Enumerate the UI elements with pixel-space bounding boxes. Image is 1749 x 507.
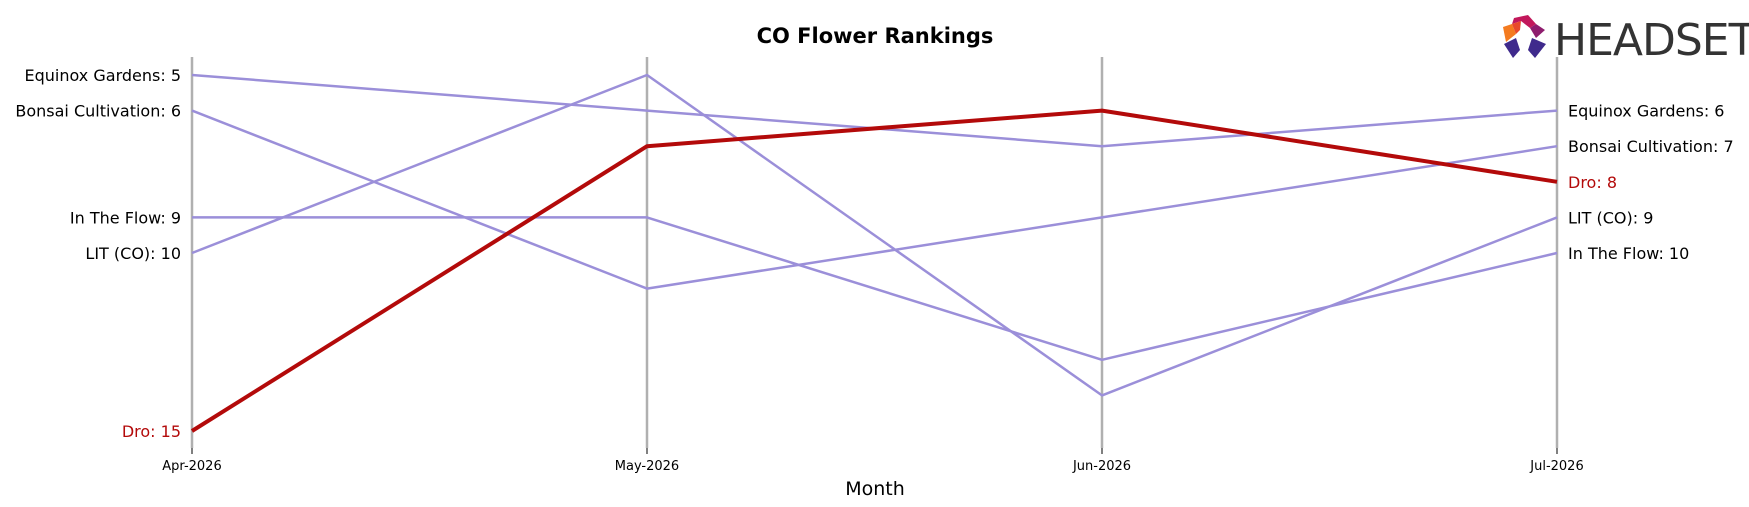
series-line (191, 73, 1558, 397)
series-lines (190, 73, 1558, 433)
chart-title: CO Flower Rankings (757, 24, 994, 48)
headset-logo: HEADSET (1503, 15, 1749, 66)
series-end-label: Equinox Gardens: 6 (1568, 102, 1724, 121)
series-labels: Equinox Gardens: 5 Equinox Gardens: 6 Bons… (15, 66, 1733, 441)
series-start-label: LIT (CO): 10 (85, 244, 181, 263)
x-axis-label: Month (845, 478, 905, 500)
x-tick-label: Apr-2026 (162, 459, 221, 474)
series-start-label: In The Flow: 9 (70, 208, 181, 227)
x-tick-labels: Apr-2026 May-2026 Jun-2026 Jul-2026 (162, 459, 1583, 474)
x-tick-label: Jun-2026 (1072, 459, 1131, 474)
series-line (191, 73, 1558, 148)
series-end-label: LIT (CO): 9 (1568, 208, 1653, 227)
series-start-label: Dro: 15 (122, 422, 181, 441)
series-end-label: In The Flow: 10 (1568, 244, 1689, 263)
series-end-label: Bonsai Cultivation: 7 (1568, 137, 1734, 156)
x-tick-label: May-2026 (615, 459, 679, 474)
x-tick-label: Jul-2026 (1529, 459, 1583, 474)
headset-logo-text: HEADSET (1554, 15, 1749, 66)
series-start-label: Bonsai Cultivation: 6 (15, 102, 181, 121)
series-end-label: Dro: 8 (1568, 173, 1617, 192)
series-line (191, 109, 1558, 290)
series-line (190, 108, 1558, 433)
series-start-label: Equinox Gardens: 5 (25, 66, 181, 85)
headset-logo-mark (1503, 15, 1546, 58)
month-axes (190, 57, 1559, 454)
series-line (192, 216, 1558, 362)
